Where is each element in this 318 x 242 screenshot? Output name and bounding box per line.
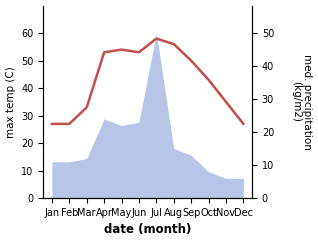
X-axis label: date (month): date (month) bbox=[104, 223, 191, 236]
Y-axis label: med. precipitation
(kg/m2): med. precipitation (kg/m2) bbox=[291, 54, 313, 150]
Y-axis label: max temp (C): max temp (C) bbox=[5, 66, 16, 138]
